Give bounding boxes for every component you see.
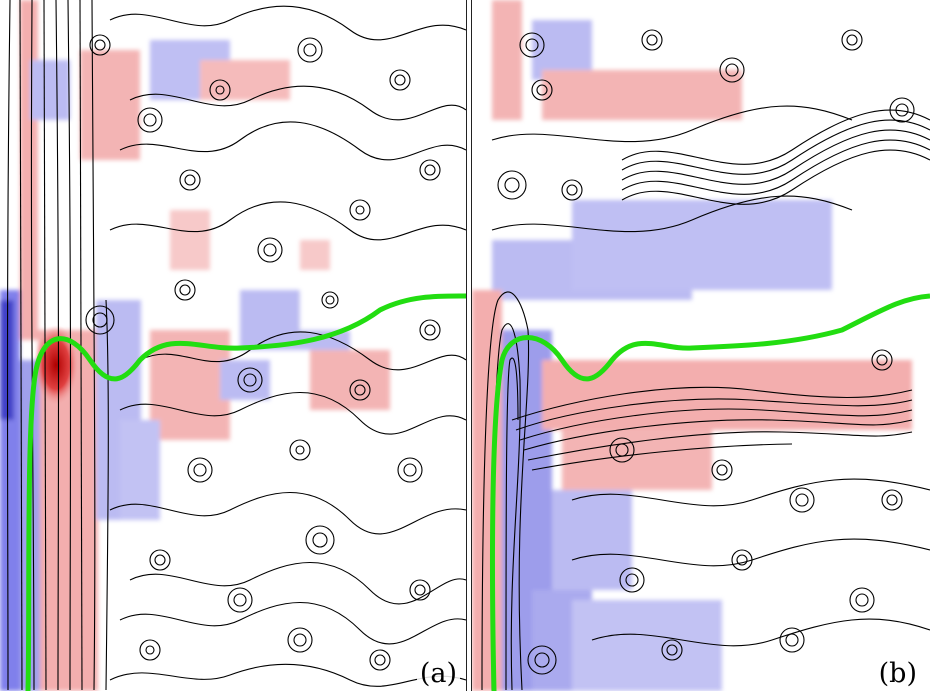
panel-b-label: (b): [875, 659, 920, 689]
panel-a: (a): [0, 0, 466, 691]
streamlines-b: [481, 29, 930, 691]
panel-a-label: (a): [416, 659, 460, 689]
interface-line-a: [25, 293, 466, 691]
interface-line-b: [489, 293, 930, 691]
streamlines-a: [6, 0, 466, 691]
panel-a-plot: [0, 0, 466, 691]
vorticity-field-b: [472, 0, 912, 691]
panel-divider: [466, 0, 472, 691]
panel-b: (b): [472, 0, 930, 691]
panel-b-plot: [472, 0, 930, 691]
